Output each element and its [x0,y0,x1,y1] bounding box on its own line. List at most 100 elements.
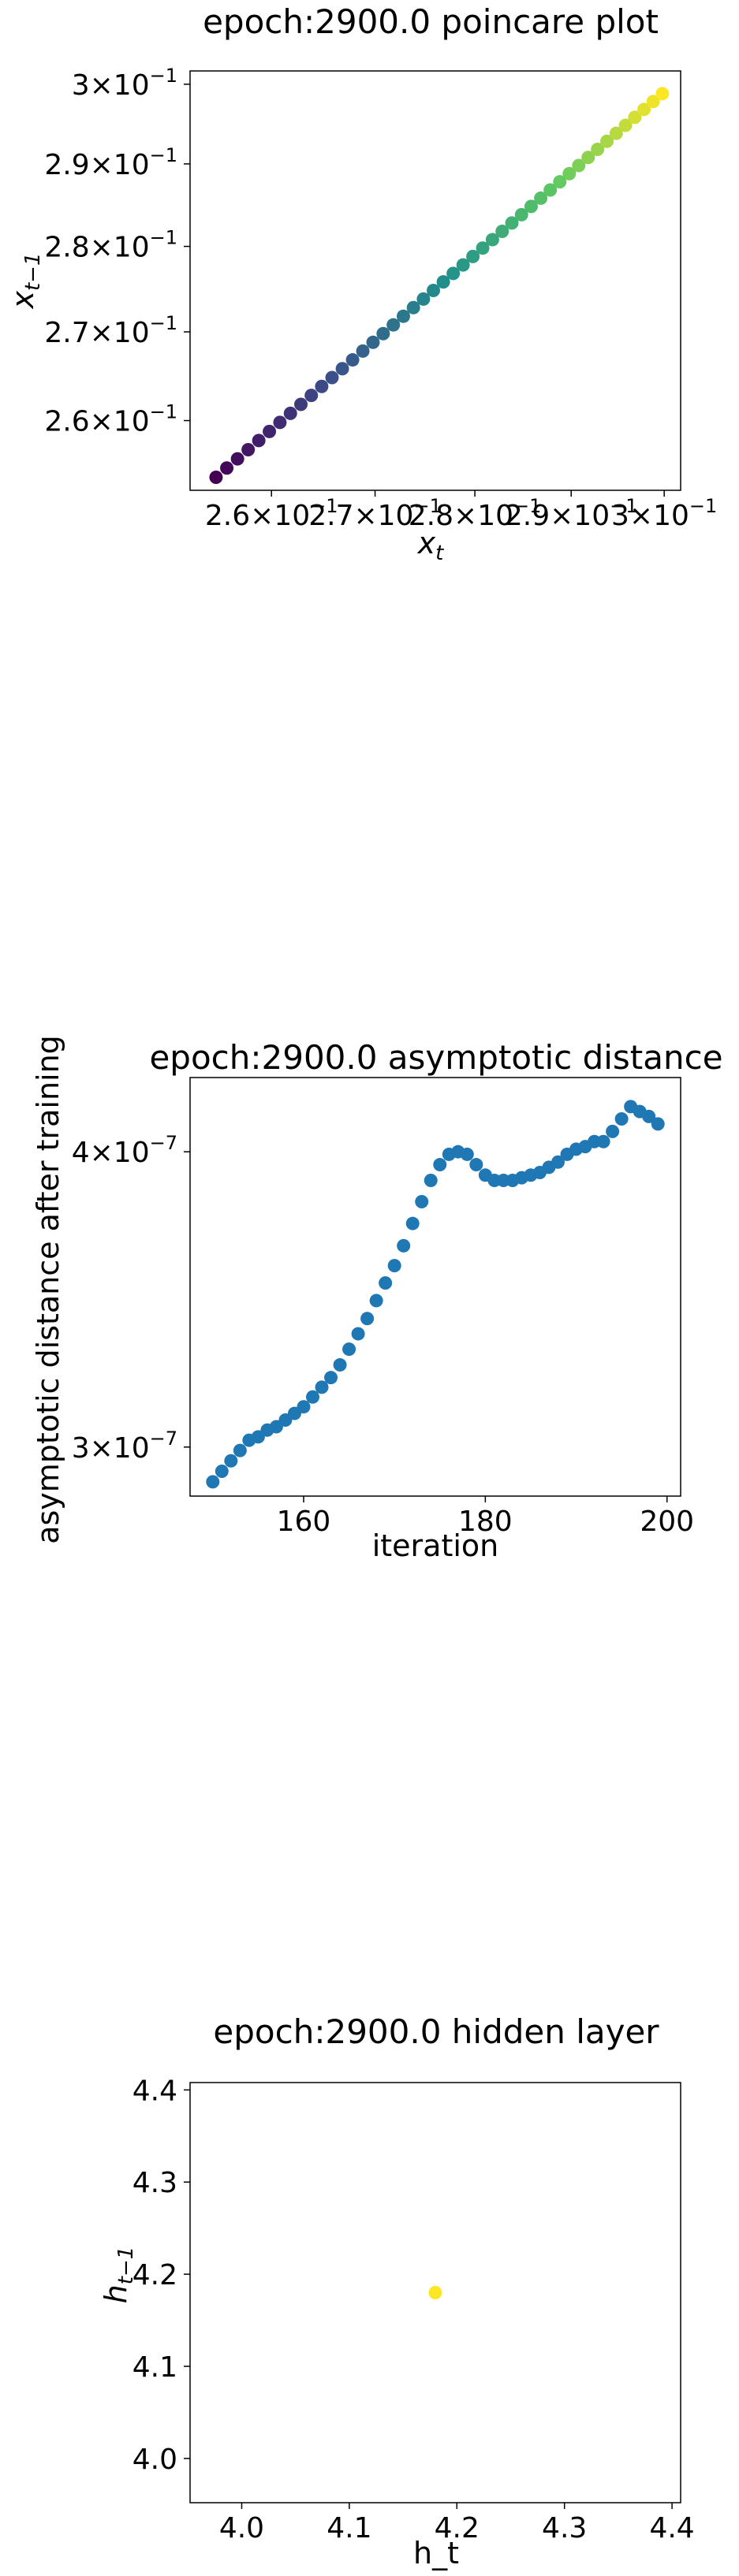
y-tick-label: 4.1 [132,2351,177,2384]
data-point [376,326,390,341]
data-point [651,1117,665,1131]
x-axis-ticks: 160 180 200 [277,1496,694,1538]
x-tick-label: 180 [458,1506,513,1538]
y-axis-label: asymptotic distance after training [31,1035,65,1544]
data-point [514,207,528,221]
data-point [485,233,499,247]
data-point [241,442,256,456]
data-point [325,370,339,385]
data-point [335,362,349,376]
data-point [433,1158,447,1172]
data-point [596,1134,610,1148]
data-point [224,1454,238,1468]
chart-title: epoch:2900.0 hidden layer [213,2012,659,2051]
x-axis-ticks: 4.0 4.1 4.2 4.3 4.4 [219,2503,695,2544]
data-point [386,318,401,332]
data-point [505,216,519,230]
data-point [369,1294,383,1308]
data-point [283,406,297,420]
data-points [209,87,670,485]
y-axis-ticks: 4.0 4.1 4.2 4.3 4.4 [132,2075,190,2476]
data-point [263,424,277,438]
x-axis-ticks: 2.6×10−12.7×10−12.8×10−12.9×10−13×10−1 [205,490,717,532]
x-axis-label: h_t [413,2536,459,2570]
data-point [351,1327,365,1341]
data-point [600,134,614,148]
data-point [476,241,490,255]
data-point [618,118,633,132]
x-tick-label: 2.6×10−1 [205,495,338,532]
data-point [360,1312,375,1326]
y-tick-label: 2.6×10−1 [44,401,177,438]
data-point [591,142,605,156]
data-point [646,95,660,109]
data-point [406,300,420,315]
data-point [333,1358,347,1372]
data-point [209,471,223,485]
data-point [424,1173,438,1187]
data-point [206,1475,220,1489]
y-tick-label: 4.0 [132,2444,177,2476]
data-point [304,389,319,403]
data-points [428,2286,442,2299]
data-point [345,353,360,367]
y-axis-ticks: 2.6×10−1 2.7×10−1 2.8×10−1 2.9×10−1 3×10−1 [44,65,190,438]
data-point [460,1147,474,1161]
x-tick-label: 160 [277,1506,331,1538]
data-point [294,397,308,411]
data-point [606,1124,620,1138]
data-point [366,335,380,349]
x-tick-label: 4.1 [327,2512,371,2544]
data-point [233,1443,247,1457]
x-tick-label: 2.8×10−1 [409,495,542,532]
data-point [416,292,431,306]
y-tick-label: 4.4 [132,2075,177,2107]
data-point [315,1380,329,1394]
x-tick-label: 4.3 [542,2512,587,2544]
data-point [342,1342,356,1357]
data-point [543,183,558,197]
plot-area [189,70,681,491]
data-point [215,1465,229,1479]
data-point [614,1112,629,1126]
data-point [356,344,370,358]
y-axis-label: xt−1 [6,252,45,309]
x-tick-label: 4.0 [219,2512,264,2544]
data-point [405,1216,420,1230]
data-point [495,224,509,238]
data-point [562,166,577,181]
data-point [415,1195,429,1209]
data-point [273,415,287,430]
data-point [252,434,266,448]
data-point [379,1276,393,1290]
data-point [387,1259,401,1273]
data-point [524,199,538,214]
data-point [297,1400,311,1414]
data-point [637,102,651,117]
data-point [306,1390,319,1404]
y-tick-label: 2.7×10−1 [44,312,177,349]
x-tick-label: 4.2 [435,2512,480,2544]
data-point [324,1371,338,1385]
data-point [436,275,450,289]
data-point [655,87,670,101]
data-point [553,175,567,189]
y-tick-label: 4.2 [132,2259,177,2291]
data-point [397,1238,411,1253]
data-points [206,1100,665,1489]
chart-title: epoch:2900.0 poincare plot [203,2,659,41]
data-point [428,2286,442,2299]
data-point [396,309,410,323]
x-tick-label: 200 [640,1506,694,1538]
data-point [609,126,623,140]
data-point [534,191,548,205]
y-tick-label: 2.9×10−1 [44,144,177,181]
y-tick-label: 3×10−1 [72,65,177,102]
x-axis-label: xt [417,526,445,565]
poincare-plot-chart: epoch:2900.0 poincare plot 2.6×10−12.7×1… [6,2,717,565]
data-point [581,151,595,165]
data-point [230,452,244,466]
x-tick-label: 2.7×10−1 [308,495,442,532]
data-point [642,1109,656,1123]
